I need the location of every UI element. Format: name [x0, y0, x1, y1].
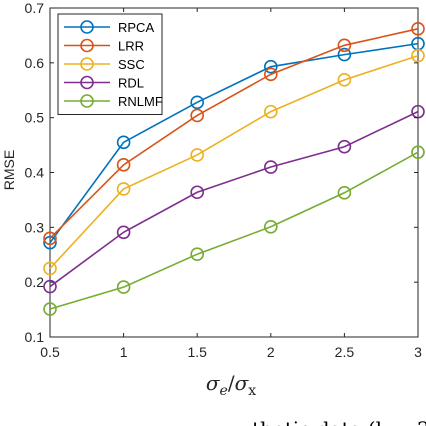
- y-tick-label: 0.3: [25, 219, 45, 235]
- legend-marker: [80, 57, 94, 71]
- series-ssc: [43, 48, 425, 276]
- data-point: [43, 235, 57, 250]
- y-axis-ticks: 0.1 0.2 0.3 0.4 0.5 0.6 0.7: [25, 0, 418, 345]
- legend-entry: SSC: [64, 57, 145, 72]
- data-point: [43, 231, 57, 246]
- legend-entry: RPCA: [64, 20, 154, 35]
- legend-marker: [80, 20, 94, 34]
- series-line: [49, 110, 419, 288]
- data-point: [411, 22, 425, 36]
- data-point: [190, 148, 204, 162]
- data-point: [190, 95, 204, 110]
- legend-label: LRR: [118, 39, 144, 54]
- series-line: [49, 54, 419, 270]
- x-tick-label: 0.5: [40, 344, 60, 360]
- series-layer: [43, 22, 425, 316]
- x-tick-label: 1.5: [187, 344, 207, 360]
- data-point: [190, 185, 204, 200]
- data-point: [263, 67, 278, 82]
- legend-entry: LRR: [64, 39, 144, 54]
- data-point: [263, 104, 278, 119]
- legend-marker: [80, 75, 94, 90]
- data-point: [337, 185, 352, 200]
- legend-marker: [80, 38, 94, 53]
- data-point: [116, 225, 131, 240]
- data-point: [43, 279, 57, 294]
- data-point: [43, 261, 57, 276]
- legend-label: RPCA: [118, 20, 154, 35]
- data-point: [337, 73, 352, 87]
- data-point: [190, 108, 204, 123]
- series-lrr: [43, 22, 425, 246]
- legend: RPCA LRR SSC RDL RNLMF: [57, 13, 163, 115]
- y-tick-label: 0.6: [25, 55, 45, 71]
- data-point: [337, 139, 352, 154]
- data-point: [116, 135, 131, 150]
- data-point: [411, 48, 425, 63]
- y-tick-label: 0.5: [25, 110, 45, 126]
- data-point: [263, 219, 278, 234]
- x-axis-label: σe/σx: [206, 371, 256, 399]
- data-point: [263, 59, 278, 74]
- data-point: [43, 302, 57, 316]
- data-point: [116, 280, 131, 294]
- x-axis-ticks: 0.5 1 1.5 2 2.5 3: [40, 8, 422, 360]
- caption-fragment: thetic data (k = 2: [252, 417, 426, 426]
- data-point: [116, 182, 131, 196]
- data-point: [337, 38, 352, 53]
- x-tick-label: 2.5: [335, 344, 355, 360]
- legend-entry: RNLMF: [64, 94, 163, 109]
- series-rpca: [43, 36, 425, 250]
- x-tick-label: 3: [414, 344, 422, 360]
- y-axis-label: RMSE: [1, 150, 17, 190]
- data-point: [190, 247, 204, 262]
- data-point: [263, 160, 278, 174]
- x-tick-label: 1: [120, 344, 128, 360]
- series-line: [49, 42, 419, 244]
- y-tick-label: 0.4: [25, 165, 45, 181]
- series-rdl: [43, 104, 425, 294]
- y-tick-label: 0.7: [25, 0, 45, 16]
- legend-label: RDL: [118, 76, 144, 91]
- legend-marker: [80, 94, 94, 108]
- y-tick-label: 0.1: [25, 329, 45, 345]
- series-rnlmf: [43, 145, 425, 316]
- legend-label: RNLMF: [118, 94, 163, 109]
- data-point: [337, 47, 352, 62]
- series-line: [49, 151, 419, 310]
- x-tick-label: 2: [267, 344, 275, 360]
- legend-label: SSC: [118, 57, 145, 72]
- data-point: [116, 158, 131, 172]
- legend-entry: RDL: [64, 76, 144, 91]
- series-line: [49, 28, 419, 239]
- data-point: [411, 145, 425, 160]
- y-tick-label: 0.2: [25, 274, 45, 290]
